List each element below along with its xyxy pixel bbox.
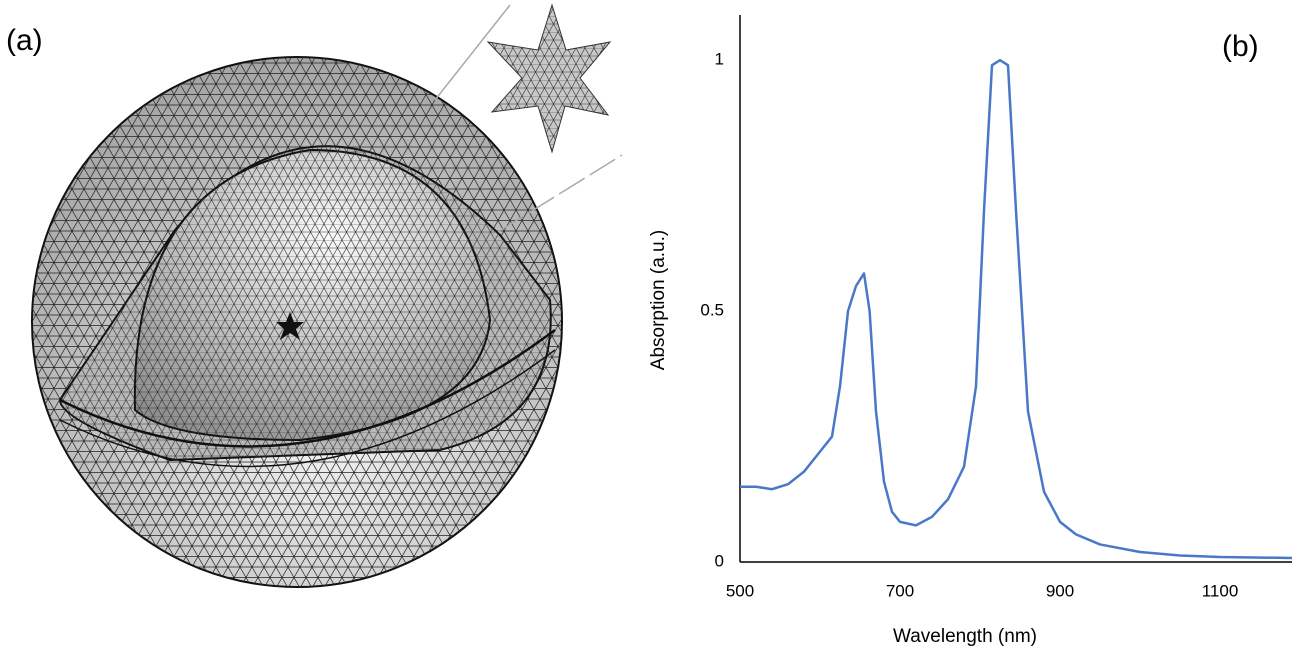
x-tick-label: 500 xyxy=(726,581,754,600)
line-series xyxy=(740,58,1293,560)
x-tick-label: 700 xyxy=(886,581,914,600)
panel-label: (a) xyxy=(6,24,43,57)
y-axis-title: Absorption (a.u.) xyxy=(648,230,669,370)
y-tick-label: 0.5 xyxy=(700,301,724,320)
x-tick-label: 900 xyxy=(1046,581,1074,600)
mesh-illustration xyxy=(31,3,623,588)
y-tick-label: 1 xyxy=(715,50,724,69)
panel-label: (b) xyxy=(1222,30,1259,63)
x-tick-label: 1100 xyxy=(1202,581,1239,600)
x-axis-title: Wavelength (nm) xyxy=(893,626,1037,647)
y-tick-label: 0 xyxy=(715,551,724,570)
